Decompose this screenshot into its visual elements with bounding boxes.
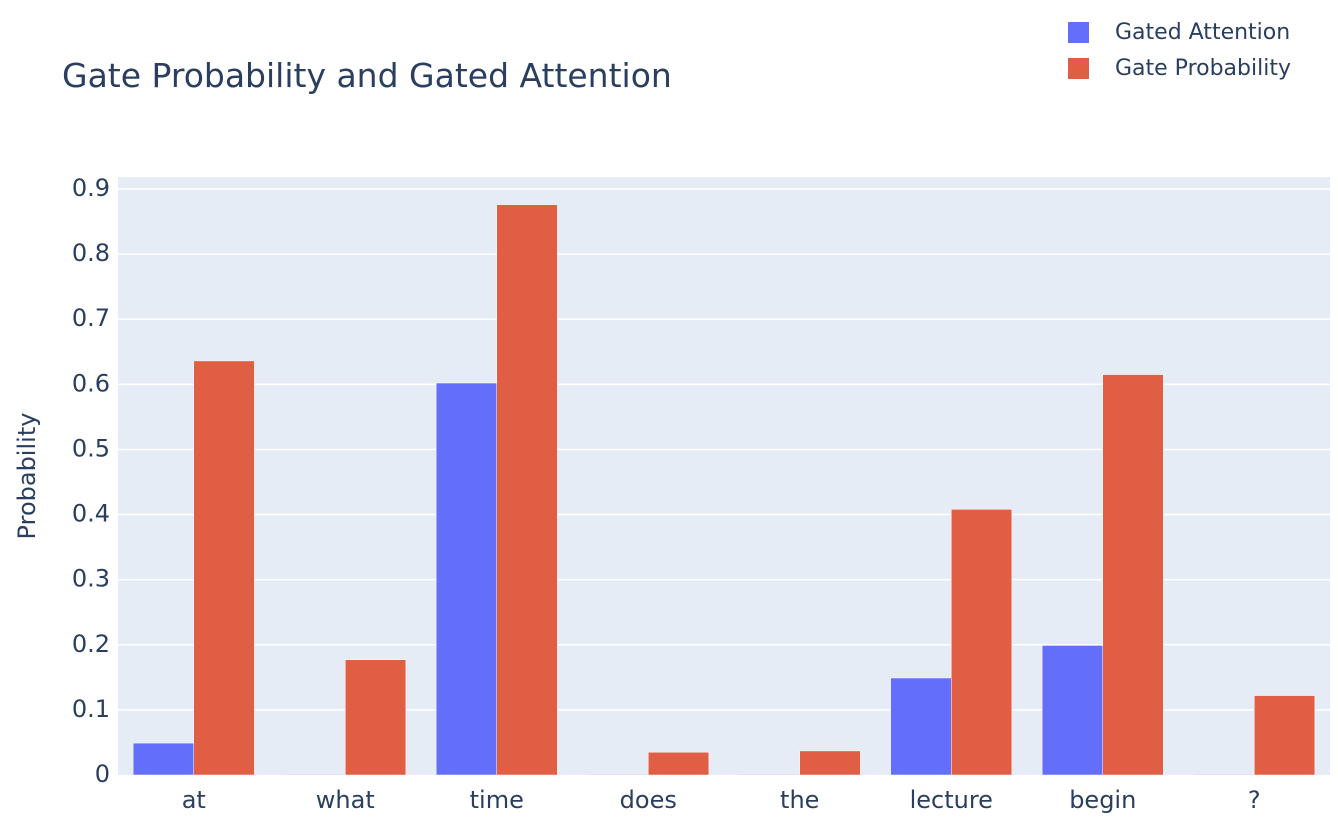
y-tick-label: 0.9	[72, 174, 110, 202]
legend-swatch-gate-probability	[1068, 57, 1089, 79]
bar-gated-attention-1[interactable]	[284, 774, 346, 776]
x-tick-label: does	[620, 786, 677, 814]
legend-label-gate-probability: Gate Probability	[1115, 55, 1291, 81]
y-tick-label: 0.1	[72, 695, 110, 723]
bar-gate-probability-4[interactable]	[799, 750, 861, 776]
bar-gated-attention-4[interactable]	[738, 774, 801, 776]
bar-gate-probability-1[interactable]	[345, 659, 407, 776]
bar-gated-attention-0[interactable]	[132, 742, 194, 776]
x-tick-label: time	[470, 786, 524, 814]
y-axis-ticks: 0 0.1 0.2 0.3 0.4 0.5 0.6 0.7 0.8 0.9	[72, 174, 110, 788]
bar-gate-probability-7[interactable]	[1254, 695, 1316, 776]
legend-label-gated-attention: Gated Attention	[1115, 19, 1291, 45]
y-tick-label: 0.2	[72, 630, 110, 658]
bar-gated-attention-5[interactable]	[890, 677, 952, 776]
x-tick-label: what	[316, 786, 375, 814]
bar-gate-probability-0[interactable]	[193, 360, 255, 776]
bar-gate-probability-6[interactable]	[1102, 374, 1164, 776]
x-tick-label: at	[182, 786, 206, 814]
y-tick-label: 0	[95, 760, 110, 788]
y-tick-label: 0.3	[72, 565, 110, 593]
x-tick-label: the	[780, 786, 819, 814]
x-tick-label: begin	[1069, 786, 1136, 814]
chart-title: Gate Probability and Gated Attention	[62, 56, 672, 95]
bars	[132, 204, 1316, 776]
y-tick-label: 0.5	[72, 434, 110, 462]
legend-swatch-gated-attention	[1068, 21, 1089, 43]
legend: Gated Attention Gate Probability	[1068, 14, 1291, 86]
x-axis-ticks: at what time does the lecture begin?	[182, 786, 1261, 814]
x-tick-label: lecture	[910, 786, 993, 814]
bar-gate-probability-2[interactable]	[496, 204, 558, 776]
x-tick-label: ?	[1248, 786, 1261, 814]
bar-gated-attention-7[interactable]	[1193, 774, 1255, 776]
y-tick-label: 0.8	[72, 239, 110, 267]
bar-gate-probability-3[interactable]	[648, 751, 710, 776]
y-tick-label: 0.7	[72, 304, 110, 332]
bar-gated-attention-2[interactable]	[435, 382, 497, 776]
bar-gate-probability-5[interactable]	[951, 509, 1013, 776]
y-tick-label: 0.4	[72, 500, 110, 528]
y-tick-label: 0.6	[72, 369, 110, 397]
y-axis-title: Probability	[13, 413, 41, 540]
legend-item-gate-probability[interactable]: Gate Probability	[1068, 50, 1291, 86]
legend-item-gated-attention[interactable]: Gated Attention	[1068, 14, 1291, 50]
bar-gated-attention-6[interactable]	[1041, 645, 1104, 776]
bar-gated-attention-3[interactable]	[587, 774, 649, 776]
